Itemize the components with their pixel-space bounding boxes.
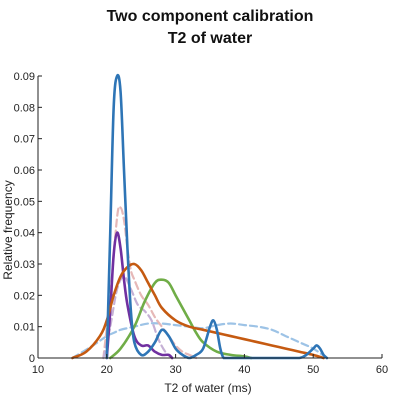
chart-title: Two component calibration <box>106 8 314 25</box>
x-tick-label: 60 <box>376 364 388 376</box>
y-tick-label: 0.02 <box>14 290 35 302</box>
y-tick-label: 0.04 <box>14 228 35 240</box>
series-line-4 <box>105 231 174 360</box>
x-tick-label: 50 <box>307 364 319 376</box>
series-line-3 <box>102 275 174 360</box>
x-tick-label: 20 <box>101 364 113 376</box>
series-line-5 <box>108 278 253 360</box>
series-layer <box>71 73 329 360</box>
x-tick-label: 30 <box>169 364 181 376</box>
y-tick-label: 0.06 <box>14 165 35 177</box>
x-tick-label: 40 <box>238 364 250 376</box>
y-tick-label: 0.05 <box>14 196 35 208</box>
y-tick-label: 0.03 <box>14 259 35 271</box>
y-tick-label: 0 <box>29 353 35 365</box>
chart-subtitle: T2 of water <box>167 30 253 47</box>
x-tick-label: 10 <box>32 364 44 376</box>
y-tick-label: 0.08 <box>14 102 35 114</box>
y-tick-label: 0.09 <box>14 71 35 83</box>
x-axis-label: T2 of water (ms) <box>164 381 251 395</box>
y-tick-label: 0.01 <box>14 322 35 334</box>
y-axis-label: Relative frequency <box>1 180 15 279</box>
series-line-2 <box>102 205 198 360</box>
series-line-6 <box>71 262 325 360</box>
y-tick-label: 0.07 <box>14 134 35 146</box>
axes-layer: 10 20 30 40 50 60 0 0.01 0.02 0.03 0.04 0.05 0.06 0.0… <box>14 71 389 376</box>
chart-title-block: Two component calibration T2 of water <box>40 6 380 50</box>
